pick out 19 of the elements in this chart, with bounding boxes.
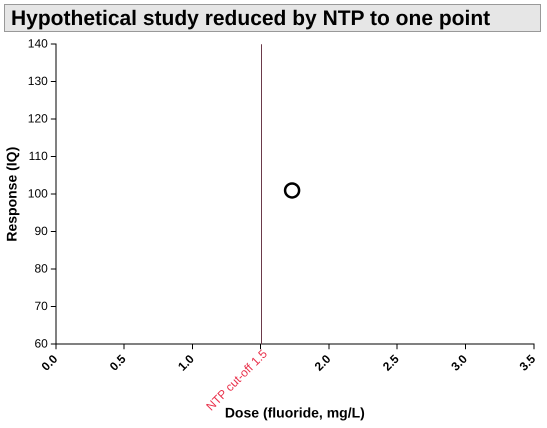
y-tick-label: 110 xyxy=(28,149,48,164)
y-tick-label: 60 xyxy=(34,336,48,351)
y-tick-label: 80 xyxy=(34,262,48,276)
x-tick-label: 3.0 xyxy=(448,352,470,374)
x-tick-label: 2.5 xyxy=(380,352,402,374)
x-axis-title: Dose (fluoride, mg/L) xyxy=(224,404,365,420)
y-tick-label: 120 xyxy=(28,112,48,126)
y-tick-label: 70 xyxy=(34,299,48,314)
x-tick-label: 0.5 xyxy=(106,352,129,374)
y-axis-title: Response (IQ) xyxy=(3,146,20,242)
x-tick-label: 0.0 xyxy=(38,352,61,374)
y-tick-label: 130 xyxy=(28,74,48,88)
y-tick-label: 140 xyxy=(28,36,48,51)
x-tick-label: 1.0 xyxy=(175,352,198,374)
x-tick-label: 2.0 xyxy=(312,352,334,374)
y-tick-label: 100 xyxy=(28,186,48,201)
x-tick-label: 3.5 xyxy=(516,352,539,374)
chart-title: Hypothetical study reduced by NTP to one point xyxy=(4,4,541,32)
y-tick-label: 90 xyxy=(34,224,48,238)
